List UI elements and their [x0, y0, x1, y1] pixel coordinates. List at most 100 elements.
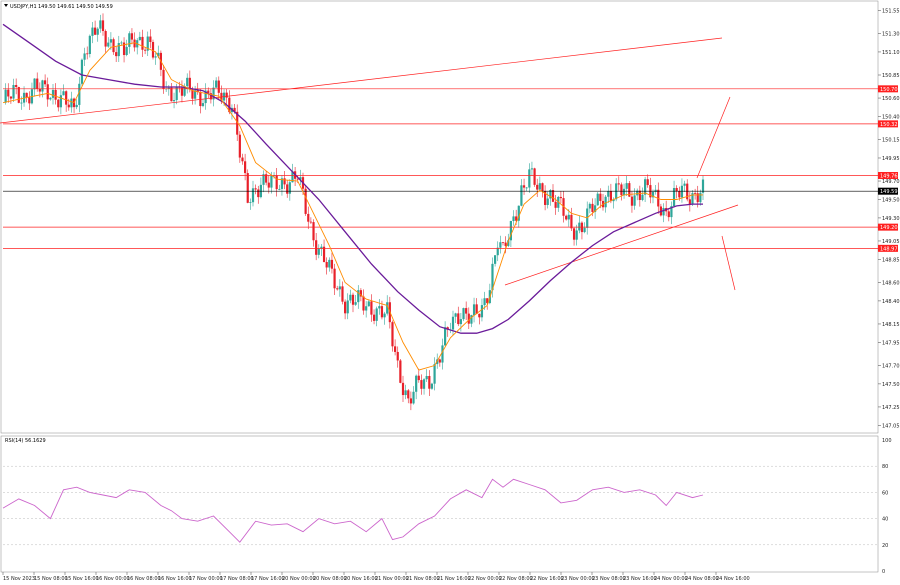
price-tag: 149.59 [878, 187, 898, 195]
price-tick-label: 148.85 [882, 257, 900, 263]
ma-fast-line [2, 42, 703, 371]
price-tick-label: 150.60 [882, 96, 900, 102]
candle [312, 219, 315, 247]
time-tick-label: 16 Nov 08:00 [127, 576, 161, 582]
candle [459, 313, 462, 332]
candle [372, 309, 376, 325]
candle [444, 321, 447, 346]
rsi-line [2, 478, 704, 543]
candle [246, 169, 249, 204]
time-tick-label: 20 Nov 08:00 [313, 576, 347, 582]
candle [420, 374, 423, 395]
candle [151, 39, 155, 60]
candle [75, 99, 78, 110]
rsi-grid: 100 80 60 40 20 0 [3, 438, 892, 575]
candle [501, 242, 505, 246]
candle [446, 326, 449, 337]
candle [199, 89, 202, 114]
rsi-tick-label: 0 [882, 569, 885, 575]
price-tag: 149.20 [878, 223, 898, 231]
candle [407, 388, 410, 404]
candle [94, 20, 97, 36]
candle [672, 180, 676, 207]
candle [104, 29, 107, 54]
time-tick-label: 24 Nov 00:00 [654, 576, 688, 582]
candle [44, 74, 47, 88]
candle [409, 391, 412, 411]
price-tag: 150.70 [878, 85, 898, 93]
candle [322, 239, 326, 263]
candle [46, 77, 49, 107]
candle [115, 46, 118, 63]
svg-text:150.70: 150.70 [880, 87, 898, 93]
candle [91, 22, 94, 44]
projection-down-line[interactable] [721, 235, 736, 291]
candle [691, 190, 694, 207]
svg-text:149.76: 149.76 [880, 174, 898, 180]
candle [304, 185, 307, 216]
price-tick-label: 149.05 [882, 239, 900, 245]
price-tick-label: 150.85 [882, 73, 900, 79]
candle [394, 339, 397, 356]
candle [462, 307, 465, 322]
candle [383, 311, 386, 325]
main-pane [0, 0, 879, 434]
candle [670, 201, 673, 225]
candle [212, 80, 215, 107]
candle [399, 358, 402, 384]
time-tick-label: 17 Nov 16:00 [251, 576, 285, 582]
price-tick-label: 151.10 [882, 50, 900, 56]
rsi-tick-label: 80 [882, 464, 888, 470]
candle [291, 163, 294, 183]
candle [186, 73, 189, 94]
candle [357, 285, 360, 309]
candle [544, 185, 547, 211]
candle [201, 98, 205, 108]
candle [433, 357, 436, 391]
price-tick-label: 148.15 [882, 322, 900, 328]
candle [207, 87, 210, 98]
candle [699, 189, 702, 206]
candle [441, 338, 444, 370]
candle [54, 83, 57, 105]
trend-line-support[interactable] [504, 204, 739, 286]
candle [483, 291, 486, 310]
price-tick-label: 147.70 [882, 363, 900, 369]
candle [278, 184, 281, 191]
candle [425, 369, 428, 383]
candle [680, 178, 684, 203]
svg-text:149.20: 149.20 [880, 225, 898, 231]
time-tick-label: 23 Nov 08:00 [592, 576, 626, 582]
candle [375, 306, 378, 327]
time-tick-label: 23 Nov 00:00 [561, 576, 595, 582]
candle [594, 198, 597, 219]
candle [683, 180, 686, 193]
price-tags: 150.70 150.32 149.76 149.59 149.20 148.97 [878, 85, 898, 252]
candle [107, 37, 110, 48]
candle [215, 77, 218, 89]
time-tick-label: 15 Nov 2023 [3, 576, 35, 582]
candle [636, 188, 639, 201]
candle [428, 370, 431, 397]
candle [257, 185, 260, 204]
time-tick-label: 21 Nov 00:00 [375, 576, 409, 582]
candle [112, 37, 115, 55]
candle [333, 263, 336, 295]
candle [525, 187, 528, 192]
candle [554, 195, 557, 215]
candle [315, 232, 318, 261]
trend-line-upper[interactable] [0, 37, 723, 124]
candle [228, 90, 231, 115]
chart-header: USDJPY,H1 149.50 149.61 149.50 149.59 [4, 4, 113, 10]
candle [617, 176, 620, 191]
candle [625, 175, 628, 197]
candle [499, 235, 502, 254]
candle [80, 58, 84, 86]
candle [633, 188, 636, 210]
price-tick-label: 147.95 [882, 340, 900, 346]
candle [559, 191, 562, 203]
time-tick-label: 23 Nov 16:00 [623, 576, 657, 582]
candle [317, 244, 320, 259]
projection-up-line[interactable] [696, 96, 731, 179]
